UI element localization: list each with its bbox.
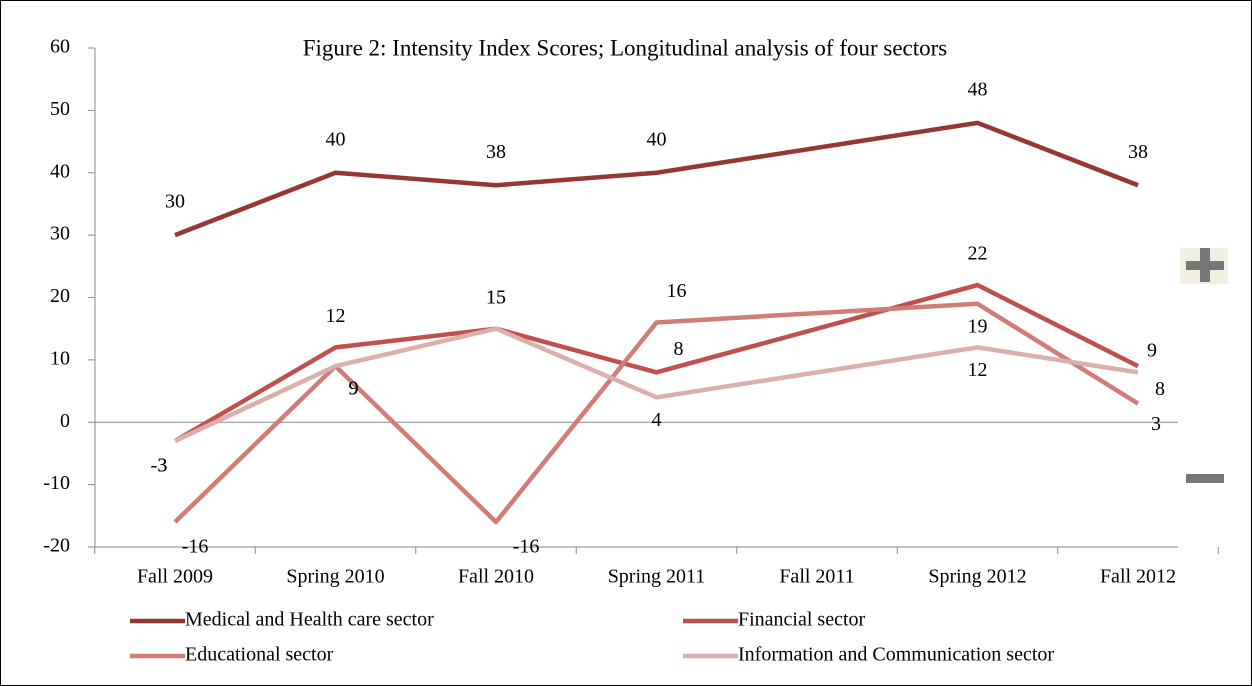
x-tick-label: Spring 2010: [286, 566, 384, 588]
data-label: 9: [349, 378, 359, 400]
series-line: [173, 301, 1140, 525]
chart-title: Figure 2: Intensity Index Scores; Longit…: [303, 35, 948, 60]
data-label: 40: [647, 128, 667, 150]
data-label: 12: [326, 305, 346, 327]
y-tick-label: 50: [50, 98, 70, 120]
data-label: 4: [652, 409, 662, 431]
data-label: 22: [968, 243, 988, 265]
x-tick-label: Fall 2009: [137, 566, 213, 588]
data-label: 9: [349, 378, 359, 400]
data-label: -3: [151, 455, 168, 477]
data-label: -16: [182, 536, 209, 558]
y-tick-label: 20: [50, 285, 70, 307]
x-tick-label: Spring 2011: [608, 566, 706, 588]
x-tick-label: Fall 2010: [458, 566, 534, 588]
y-tick-label: -20: [43, 535, 70, 557]
y-tick-label: 30: [50, 223, 70, 245]
legend-label: Financial sector: [738, 609, 866, 631]
legend-label: Information and Communication sector: [738, 644, 1054, 666]
data-label: 9: [1147, 340, 1157, 362]
data-label: 3: [1151, 413, 1161, 435]
data-label: -3: [151, 455, 168, 477]
x-tick-label: Spring 2012: [928, 566, 1026, 588]
data-label: 15: [486, 286, 506, 308]
y-tick-label: 60: [50, 36, 70, 58]
y-tick-label: -10: [43, 472, 70, 494]
data-label: 16: [667, 280, 687, 302]
data-label: 8: [1155, 378, 1165, 400]
data-label: 12: [968, 359, 988, 381]
data-label: -16: [513, 536, 540, 558]
y-tick-label: 40: [50, 160, 70, 182]
data-label: 48: [968, 78, 988, 100]
x-tick-label: Fall 2012: [1100, 566, 1176, 588]
y-tick-label: 0: [60, 410, 70, 432]
minus-sign: [1186, 474, 1224, 483]
legend-label: Educational sector: [185, 644, 334, 666]
data-label: 38: [486, 141, 506, 163]
series-line: [174, 326, 1139, 444]
data-label: 15: [486, 286, 506, 308]
series-line: [174, 120, 1139, 238]
legend-label: Medical and Health care sector: [185, 609, 434, 631]
series-line: [173, 282, 1140, 443]
data-label: 40: [326, 128, 346, 150]
data-label: 30: [165, 191, 185, 213]
x-tick-label: Fall 2011: [779, 566, 854, 588]
plus-sign: [1180, 248, 1228, 284]
data-label: 19: [968, 315, 988, 337]
y-tick-label: 10: [50, 347, 70, 369]
data-label: 38: [1128, 141, 1148, 163]
data-label: 8: [674, 338, 684, 360]
